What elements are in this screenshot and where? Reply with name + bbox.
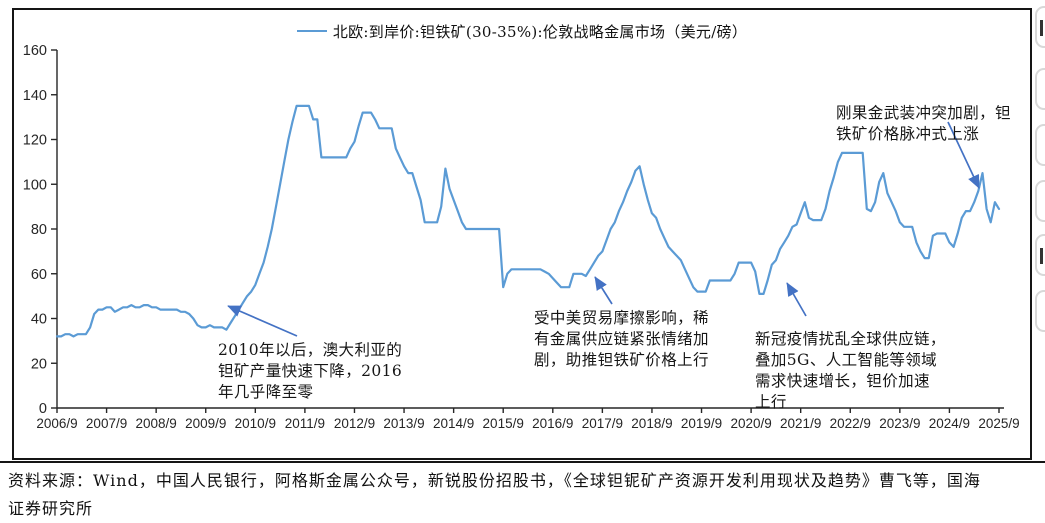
- x-tick-label: 2023/9: [879, 416, 920, 431]
- edge-button-3[interactable]: [1035, 124, 1045, 166]
- x-tick-label: 2007/9: [86, 416, 127, 431]
- edge-button-4[interactable]: [1035, 180, 1045, 222]
- edge-button-2[interactable]: [1035, 68, 1045, 110]
- x-tick-label: 2016/9: [532, 416, 573, 431]
- annotation-arrow-1: [227, 305, 298, 337]
- x-tick-label: 2009/9: [185, 416, 226, 431]
- x-tick-label: 2013/9: [383, 416, 424, 431]
- legend-line-swatch: [296, 30, 327, 32]
- separator-line: [0, 461, 1045, 463]
- price-series-line: [55, 104, 1001, 338]
- annotation-arrow-2: [594, 276, 613, 305]
- annotation-covid-5g-demand: 新冠疫情扰乱全球供应链， 叠加5G、人工智能等领域 需求快速增长，钽价加速 上行: [755, 330, 946, 411]
- x-tick-label: 2022/9: [830, 416, 871, 431]
- y-tick-label: 60: [31, 267, 47, 283]
- edge-button-glyph-fragment: [1040, 20, 1043, 36]
- x-tick-label: 2008/9: [136, 416, 177, 431]
- annotation-arrow-3: [786, 282, 807, 317]
- x-tick-label: 2011/9: [285, 416, 325, 431]
- y-tick-label: 0: [39, 401, 47, 417]
- y-tick-label: 40: [31, 312, 47, 328]
- y-tick-label: 140: [23, 88, 47, 104]
- x-tick-label: 2021/9: [780, 416, 821, 431]
- edge-button-1[interactable]: [1035, 6, 1045, 48]
- x-tick-label: 2018/9: [631, 416, 672, 431]
- legend-label: 北欧:到岸价:钽铁矿(30-35%):伦敦战略金属市场（美元/磅）: [332, 22, 748, 41]
- x-tick-label: 2025/9: [978, 416, 1019, 431]
- edge-button-6[interactable]: [1035, 290, 1045, 332]
- axes: 0 20 40 60 80 100 120 140 160 2006/9 2007/9 2008/9 2…: [23, 43, 1020, 431]
- x-tick-label: 2006/9: [36, 416, 77, 431]
- x-tick-label: 2019/9: [681, 416, 722, 431]
- chart-frame: [12, 8, 1032, 460]
- x-tick-label: 2015/9: [483, 416, 524, 431]
- y-tick-label: 20: [31, 356, 47, 372]
- annotation-australia-supply: 2010年以后，澳大利亚的 钽矿产量快速下降，2016 年几乎降至零: [218, 341, 403, 401]
- x-tick-label: 2014/9: [433, 416, 474, 431]
- x-tick-label: 2017/9: [582, 416, 623, 431]
- edge-button-glyph-fragment: [1040, 248, 1043, 264]
- edge-button-5[interactable]: [1035, 234, 1045, 276]
- y-tick-label: 100: [23, 177, 47, 193]
- annotation-arrow-4: [947, 121, 980, 189]
- x-tick-label: 2010/9: [235, 416, 276, 431]
- y-tick-label: 80: [31, 222, 47, 238]
- y-tick-label: 120: [23, 133, 47, 149]
- y-tick-label: 160: [23, 43, 47, 59]
- x-tick-label: 2024/9: [929, 416, 970, 431]
- annotation-trade-friction: 受中美贸易摩擦影响，稀 有金属供应链紧张情绪加 剧，助推钽铁矿价格上行: [534, 309, 709, 369]
- annotation-arrows: [227, 121, 980, 337]
- price-line: [55, 104, 1001, 338]
- source-text: 资料来源：Wind，中国人民银行，阿格斯金属公众号，新锐股份招股书，《全球钽铌矿…: [8, 471, 981, 518]
- annotation-congo-conflict: 刚果金武装冲突加剧，钽 铁矿价格脉冲式上涨: [836, 104, 1011, 143]
- edge-toolbar: [1033, 0, 1045, 360]
- x-tick-label: 2012/9: [334, 416, 375, 431]
- legend: 北欧:到岸价:钽铁矿(30-35%):伦敦战略金属市场（美元/磅）: [12, 20, 1032, 42]
- x-tick-label: 2020/9: [730, 416, 771, 431]
